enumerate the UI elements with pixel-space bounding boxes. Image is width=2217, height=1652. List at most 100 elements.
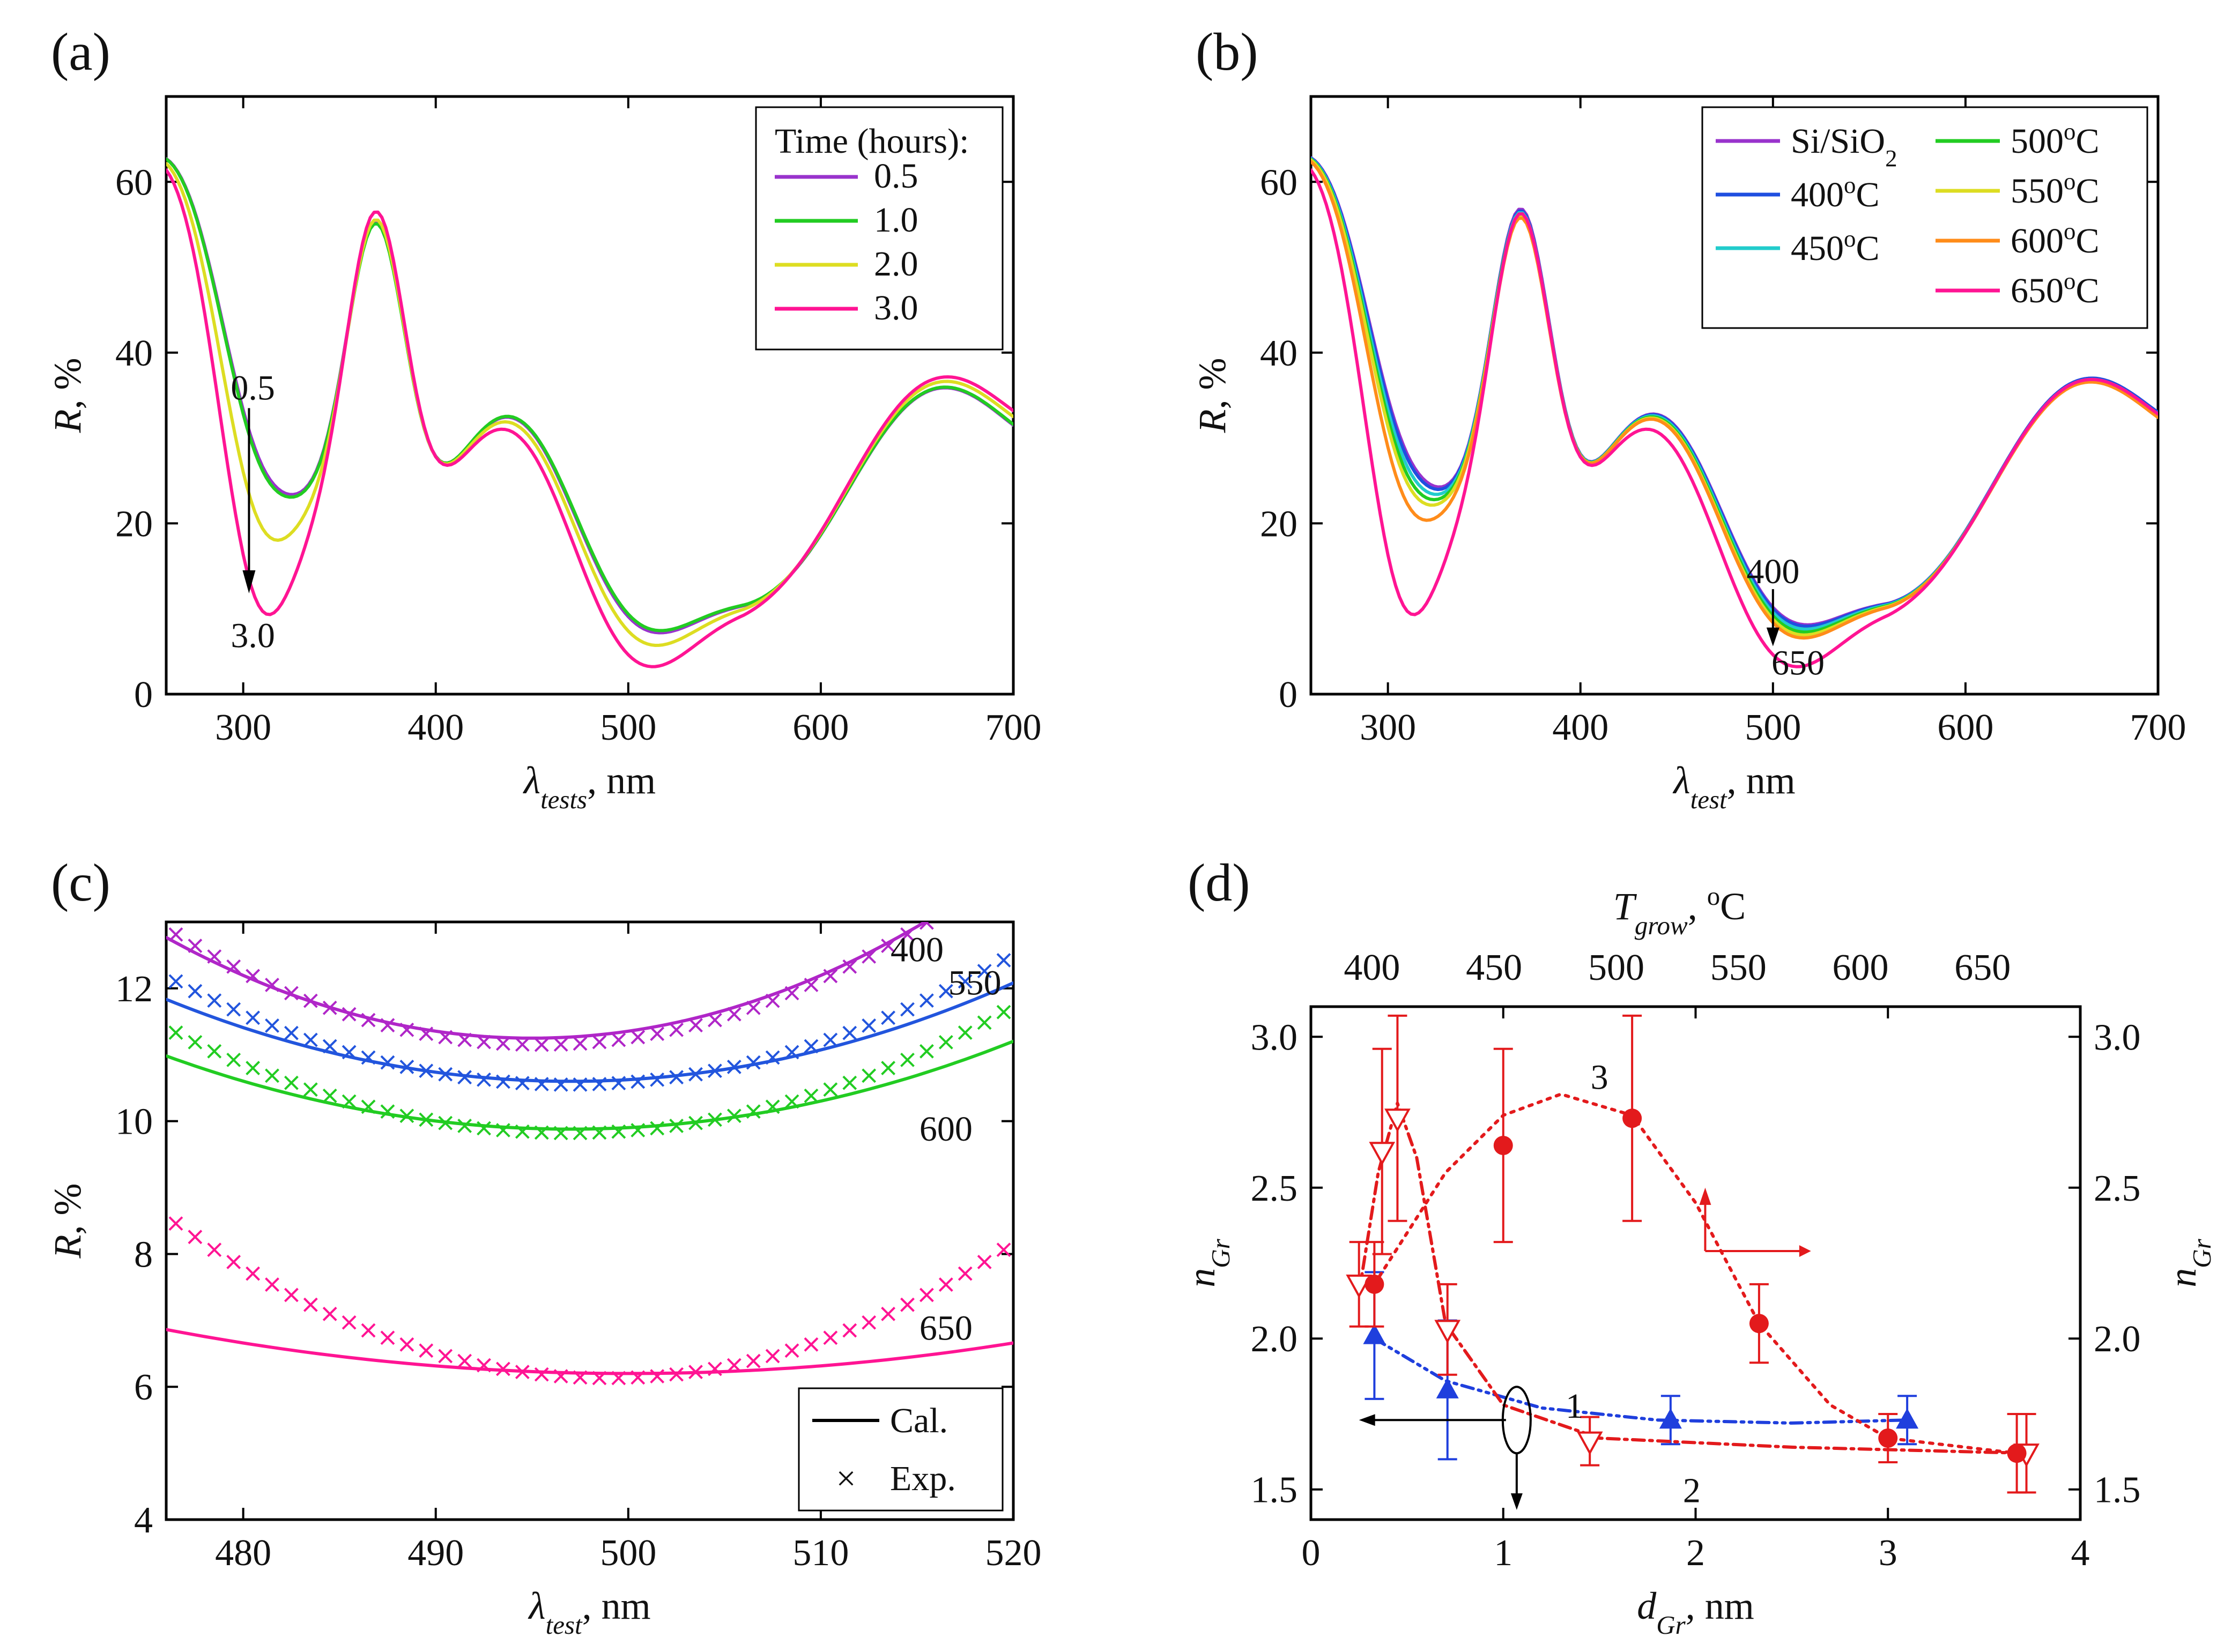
exp-point-650 xyxy=(322,1306,337,1321)
exp-point-650 xyxy=(650,1369,665,1383)
top-axis-title-part: grow xyxy=(1635,911,1688,940)
exp-point-550 xyxy=(823,1032,838,1047)
plot-frame xyxy=(165,920,1015,1521)
exp-point-400 xyxy=(322,1000,337,1015)
exp-point-550 xyxy=(495,1074,510,1089)
exp-point-600 xyxy=(188,1035,203,1050)
exp-point-650 xyxy=(631,1370,646,1385)
legend-label-part: C xyxy=(2075,271,2099,310)
exp-point-600 xyxy=(515,1124,530,1139)
legend-label-part: 600 xyxy=(2011,221,2064,261)
exp-point-650 xyxy=(342,1315,357,1330)
exp-point-550 xyxy=(977,964,992,979)
annotation: 650 xyxy=(1771,643,1825,682)
curves xyxy=(166,157,1013,668)
top-tick-label: 650 xyxy=(1954,947,2011,988)
x-axis-title: λtest, nm xyxy=(1672,759,1795,814)
annotation: 400 xyxy=(1746,552,1799,591)
top-tick-label: 400 xyxy=(1344,947,1400,988)
exp-point-650 xyxy=(265,1277,279,1292)
exp-point-600 xyxy=(784,1094,799,1109)
x-axis-title: λtest, nm xyxy=(528,1584,650,1640)
exp-point-650 xyxy=(900,1297,915,1312)
legend-box xyxy=(798,1387,1004,1512)
exp-point-600 xyxy=(246,1061,261,1075)
exp-point-550 xyxy=(380,1055,395,1070)
annotation: 400 xyxy=(891,931,944,970)
annotation: 3 xyxy=(1591,1058,1608,1097)
exp-point-550 xyxy=(784,1045,799,1060)
legend-label: 500oC xyxy=(2011,118,2099,161)
exp-point-400 xyxy=(726,1007,742,1022)
x-tick-label: 400 xyxy=(1552,707,1608,748)
y-axis-title-right-part: n xyxy=(2161,1268,2204,1288)
point-2 xyxy=(1576,1431,1603,1455)
exp-point-550 xyxy=(322,1039,337,1054)
exp-point-400 xyxy=(380,1018,395,1033)
annotation: 600 xyxy=(920,1110,973,1149)
exp-point-650 xyxy=(419,1343,434,1358)
exp-point-400 xyxy=(804,978,819,992)
down-arrow-head xyxy=(1510,1493,1523,1510)
exp-point-550 xyxy=(303,1032,318,1047)
y-tick-label: 20 xyxy=(1260,503,1297,545)
x-axis-title-part: , nm xyxy=(1686,1584,1754,1627)
exp-point-650 xyxy=(515,1365,530,1379)
panel-label: (a) xyxy=(51,22,110,81)
fit-line-3 xyxy=(1373,1092,2019,1455)
annotation: 550 xyxy=(948,964,1002,1003)
exp-point-600 xyxy=(207,1044,222,1059)
annotation: 3.0 xyxy=(231,616,275,656)
y-axis-title-part: R xyxy=(46,410,89,434)
exp-point-400 xyxy=(688,1018,703,1033)
exp-point-650 xyxy=(977,1255,992,1269)
y-tick-label: 0 xyxy=(1279,674,1297,716)
exp-point-400 xyxy=(669,1022,684,1037)
exp-point-600 xyxy=(342,1094,357,1109)
y-tick-label-right: 3.0 xyxy=(2094,1017,2141,1058)
exp-point-650 xyxy=(938,1277,953,1292)
x-axis-title-part: λ xyxy=(528,1584,545,1627)
cal-line-550 xyxy=(166,981,1013,1083)
exp-point-400 xyxy=(534,1037,549,1052)
exp-point-600 xyxy=(958,1025,973,1040)
x-axis-title: dGr, nm xyxy=(1637,1584,1754,1640)
exp-point-400 xyxy=(226,959,241,974)
legend-label-part: 650 xyxy=(2011,271,2064,310)
exp-point-400 xyxy=(939,904,952,917)
legend-label-part: o xyxy=(1844,172,1856,198)
panel-c: 480 490 500 510 520 4 6 8 10 12 (c) λtest, nm R, % 40… xyxy=(46,853,1042,1640)
exp-point-550 xyxy=(631,1074,646,1089)
plot-frame xyxy=(1309,95,2160,696)
point-1 xyxy=(1436,1378,1459,1398)
exp-point-400 xyxy=(592,1035,607,1050)
exp-point-650 xyxy=(842,1323,857,1338)
exp-point-600 xyxy=(611,1124,626,1139)
left-arrow-head xyxy=(1359,1414,1375,1426)
exp-point-650 xyxy=(688,1365,703,1379)
legend-label-part: 450 xyxy=(1791,229,1844,268)
exp-point-650 xyxy=(669,1367,684,1382)
exp-point-550 xyxy=(168,974,183,989)
exp-point-550 xyxy=(650,1072,665,1087)
exp-point-400 xyxy=(959,890,972,903)
top-tick-label: 600 xyxy=(1833,947,1889,988)
top-axis-title-part: o xyxy=(1707,881,1720,911)
legend-box xyxy=(1701,106,2148,329)
exp-point-600 xyxy=(457,1119,472,1133)
exp-point-550 xyxy=(246,1010,261,1025)
legend-label: 0.5 xyxy=(874,157,918,196)
exp-point-400 xyxy=(823,969,838,984)
legend-label-part: o xyxy=(2064,218,2075,244)
fit-line-2 xyxy=(1357,1102,2028,1455)
exp-point-600 xyxy=(726,1108,742,1123)
exp-point-400 xyxy=(303,993,318,1008)
x-axis-title-part: , nm xyxy=(582,1584,651,1627)
x-tick-label: 510 xyxy=(792,1532,849,1574)
y-axis-title-part: , % xyxy=(1191,358,1234,410)
exp-point-550 xyxy=(842,1025,857,1040)
exp-point-600 xyxy=(399,1108,414,1123)
y-tick-label: 2.5 xyxy=(1251,1168,1298,1209)
exp-point-650 xyxy=(534,1367,549,1382)
x-tick-label: 1 xyxy=(1494,1532,1512,1574)
